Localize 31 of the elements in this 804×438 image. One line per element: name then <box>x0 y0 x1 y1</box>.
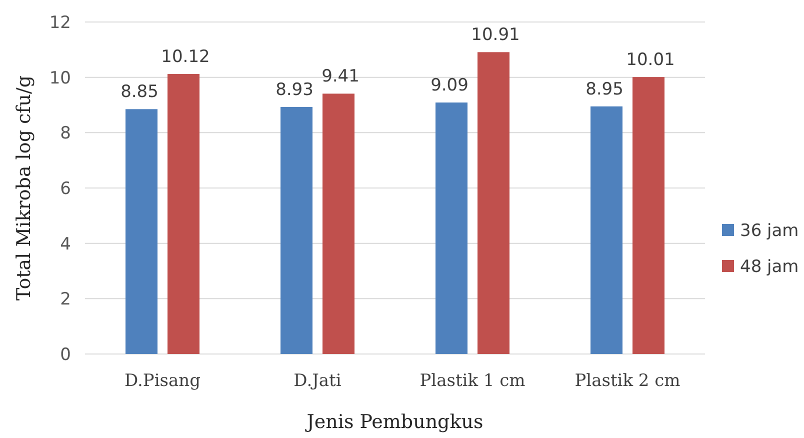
x-tick-label: Plastik 1 cm <box>420 371 526 391</box>
data-label: 8.95 <box>586 79 624 100</box>
data-label: 10.01 <box>626 50 675 70</box>
bar <box>632 77 664 354</box>
bar <box>168 74 200 354</box>
x-tick-label: Plastik 2 cm <box>574 371 680 391</box>
legend-label: 48 jam <box>740 256 799 277</box>
y-tick-label: 0 <box>60 344 71 365</box>
y-tick-label: 10 <box>49 68 71 88</box>
y-axis-title: Total Mikroba log cfu/g <box>13 75 35 301</box>
legend-label: 36 jam <box>740 220 799 241</box>
data-label: 10.91 <box>471 25 520 46</box>
bar <box>322 94 354 354</box>
x-tick-label: D.Pisang <box>124 371 201 391</box>
x-axis-title: Jenis Pembungkus <box>304 411 484 433</box>
bar <box>280 106 312 354</box>
y-tick-label: 2 <box>60 290 71 310</box>
data-label: 10.12 <box>161 47 210 68</box>
x-tick-label: D.Jati <box>294 371 342 391</box>
data-label: 8.93 <box>276 80 314 100</box>
y-tick-label: 12 <box>49 12 71 33</box>
y-tick-label: 4 <box>60 234 71 254</box>
bar <box>478 52 510 354</box>
data-label: 9.41 <box>322 66 360 87</box>
data-label: 8.85 <box>120 82 158 102</box>
bar <box>436 102 468 354</box>
data-label: 9.09 <box>430 76 468 96</box>
y-tick-label: 8 <box>60 124 71 144</box>
bar <box>590 106 622 354</box>
bar <box>126 109 158 354</box>
y-tick-label: 6 <box>60 178 71 199</box>
